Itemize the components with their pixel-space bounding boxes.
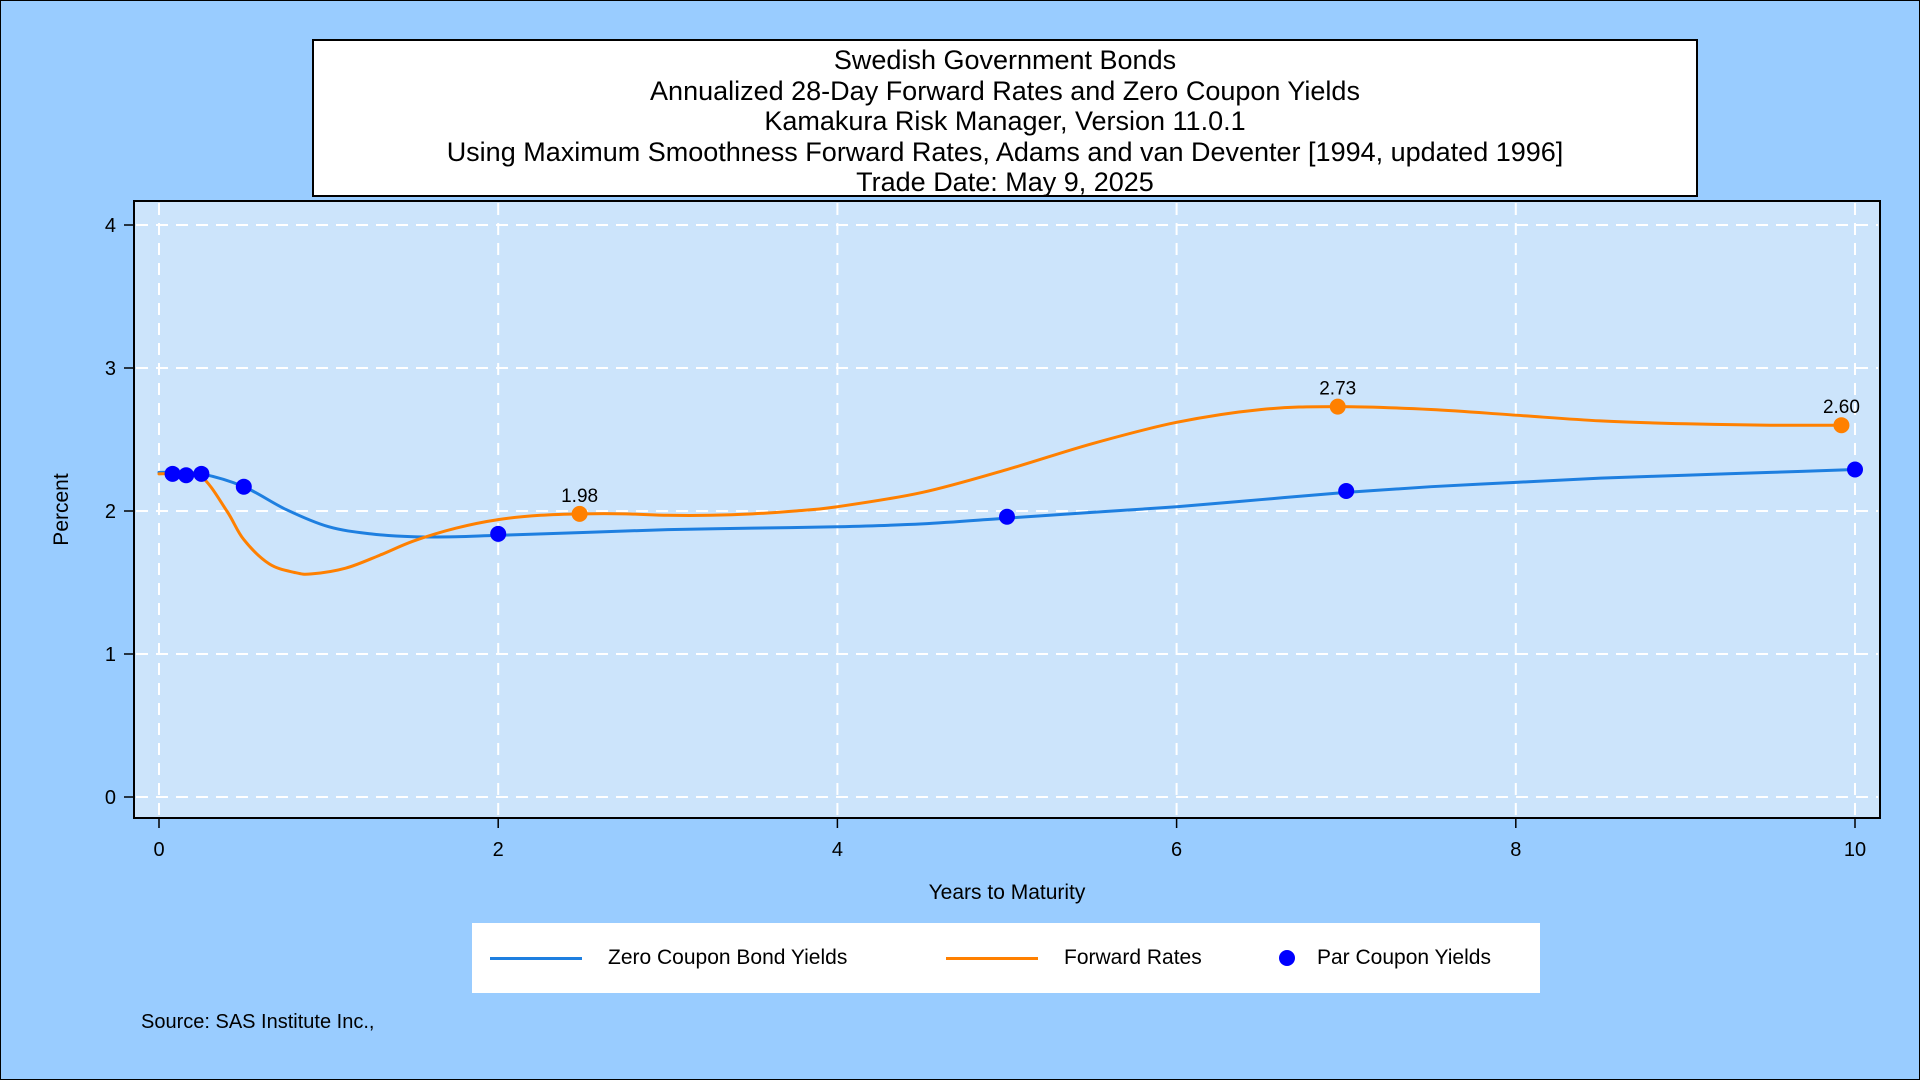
par-coupon-point: [1338, 482, 1355, 499]
x-axis-label: Years to Maturity: [929, 881, 1086, 904]
forward-annotation-label: 1.98: [561, 486, 598, 507]
x-tick-label: 8: [1510, 839, 1521, 861]
legend-label-forward: Forward Rates: [1064, 946, 1202, 969]
par-coupon-point: [1847, 461, 1863, 478]
par-coupon-point: [164, 465, 181, 482]
source-note: Source: SAS Institute Inc.,: [141, 1011, 375, 1033]
x-tick-label: 4: [832, 839, 843, 861]
chart-subtitle-1: Annualized 28-Day Forward Rates and Zero…: [650, 75, 1360, 106]
series-layer: [157, 398, 1863, 576]
par-coupon-point: [490, 525, 507, 542]
par-coupon-point: [178, 467, 195, 484]
forward-rate-line: [157, 405, 1840, 576]
label-layer: 1.98 2.73 2.60: [561, 379, 1860, 507]
forward-annotation-point: [1833, 417, 1850, 434]
chart-title: Swedish Government Bonds: [833, 45, 1177, 75]
axis-layer: 0 2 4 6 8 10 0 1 2 3 4 Years to Maturity Percent: [50, 215, 1866, 904]
y-tick-label: 3: [105, 358, 116, 380]
forward-annotation-label: 2.60: [1823, 397, 1860, 418]
y-tick-label: 4: [105, 215, 116, 237]
legend-swatch-forward: [946, 956, 1038, 960]
legend-item-zero: Zero Coupon Bond Yields: [490, 923, 847, 993]
zero-coupon-line: [157, 468, 1857, 539]
legend-item-forward: Forward Rates: [946, 923, 1202, 993]
legend-label-par: Par Coupon Yields: [1317, 946, 1491, 969]
y-axis-label: Percent: [50, 473, 73, 546]
forward-annotation-point: [1329, 398, 1346, 415]
chart-subtitle-2: Kamakura Risk Manager, Version 11.0.1: [764, 106, 1246, 136]
par-coupon-point: [999, 508, 1015, 525]
forward-annotation-point: [571, 505, 588, 522]
legend-swatch-zero: [490, 956, 582, 960]
y-tick-label: 0: [105, 787, 116, 809]
legend: Zero Coupon Bond Yields Forward Rates Pa…: [472, 923, 1540, 993]
chart-title-box: Swedish Government Bonds Annualized 28-D…: [312, 39, 1698, 197]
x-tick-label: 10: [1844, 839, 1866, 861]
par-coupon-point: [193, 465, 210, 482]
y-tick-label: 2: [105, 501, 116, 523]
legend-item-par: Par Coupon Yields: [1279, 923, 1491, 993]
y-tick-label: 1: [105, 644, 116, 666]
x-tick-label: 2: [493, 839, 504, 861]
legend-swatch-par: [1279, 950, 1295, 966]
chart-trade-date: Trade Date: May 9, 2025: [856, 167, 1154, 197]
x-tick-label: 6: [1171, 839, 1182, 861]
par-coupon-point: [235, 478, 252, 495]
x-tick-label: 0: [153, 839, 164, 861]
legend-label-zero: Zero Coupon Bond Yields: [608, 946, 848, 969]
chart-subtitle-3: Using Maximum Smoothness Forward Rates, …: [446, 136, 1564, 167]
forward-annotation-label: 2.73: [1319, 379, 1356, 400]
